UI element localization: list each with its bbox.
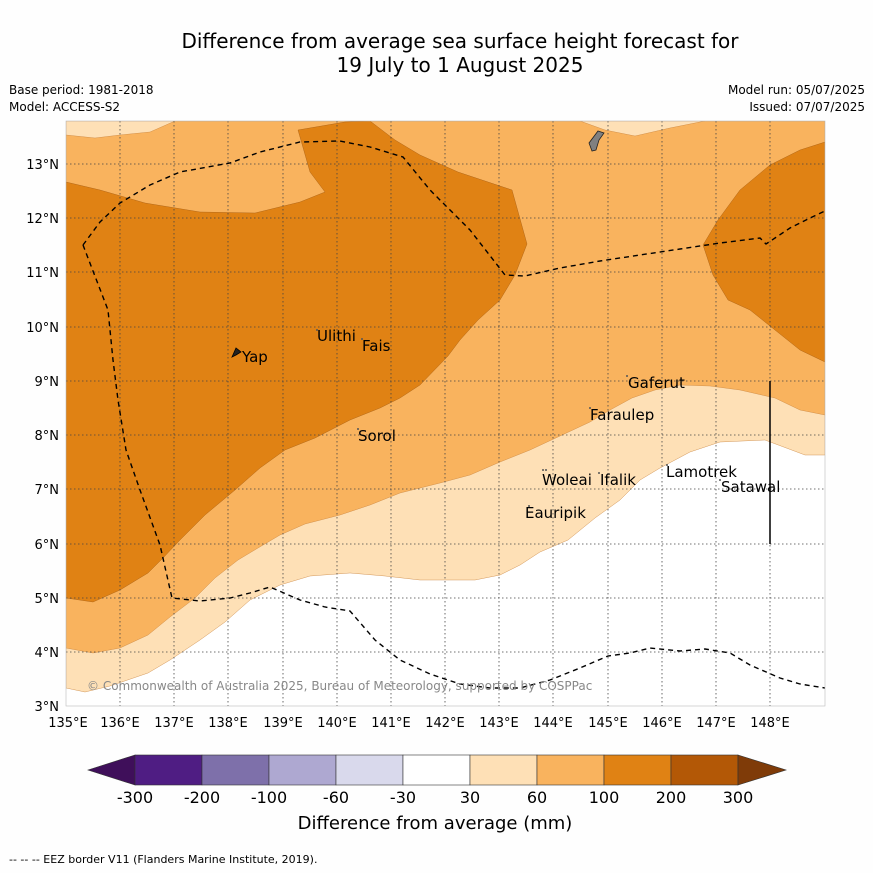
colorbar-segment xyxy=(134,754,203,786)
model-run: Model run: 05/07/2025 xyxy=(727,83,865,97)
label-fais: Fais xyxy=(362,337,391,355)
colorbar-tick: 30 xyxy=(459,788,481,807)
lon-tick: 139°E xyxy=(263,716,303,731)
label-ifalik: Ifalik xyxy=(600,471,636,489)
eez-border xyxy=(82,140,825,689)
label-yap: Yap xyxy=(241,348,268,366)
lon-tick: 135°E xyxy=(48,716,88,731)
lat-tick: 5°N xyxy=(35,592,60,607)
colorbar-tick: -60 xyxy=(322,788,350,807)
issued-date: Issued: 07/07/2025 xyxy=(749,100,865,114)
lon-tick: 144°E xyxy=(533,716,573,731)
colorbar-extend-low xyxy=(87,754,136,786)
label-faraulep: Faraulep xyxy=(590,406,654,424)
colorbar xyxy=(87,754,788,786)
lon-tick: 137°E xyxy=(154,716,194,731)
colorbar-segment xyxy=(670,754,739,786)
colorbar-segment xyxy=(603,754,672,786)
yap-island xyxy=(231,347,242,358)
graticule xyxy=(66,121,825,706)
colorbar-tick: 300 xyxy=(722,788,754,807)
lat-tick: 9°N xyxy=(35,375,60,390)
lat-tick: 12°N xyxy=(26,212,59,227)
lon-tick: 136°E xyxy=(100,716,140,731)
lon-tick: 143°E xyxy=(479,716,519,731)
colorbar-segment xyxy=(335,754,404,786)
colorbar-segment xyxy=(402,754,471,786)
lon-tick: 140°E xyxy=(317,716,357,731)
chart-title-line2: 19 July to 1 August 2025 xyxy=(336,53,584,77)
colorbar-segment xyxy=(469,754,538,786)
label-satawal: Satawal xyxy=(721,478,780,496)
base-period: Base period: 1981-2018 xyxy=(9,83,154,97)
copyright-notice: © Commonwealth of Australia 2025, Bureau… xyxy=(87,679,592,693)
lon-tick: 141°E xyxy=(371,716,411,731)
colorbar-title: Difference from average (mm) xyxy=(297,813,573,834)
colorbar-tick: 200 xyxy=(655,788,687,807)
colorbar-tick: 60 xyxy=(526,788,548,807)
label-sorol: Sorol xyxy=(358,427,396,445)
lat-tick: 11°N xyxy=(26,266,59,281)
colorbar-tick: -300 xyxy=(116,788,154,807)
lat-tick: 6°N xyxy=(35,538,60,553)
colorbar-tick: -100 xyxy=(250,788,288,807)
label-eauripik: Eauripik xyxy=(525,504,586,522)
band-30-60-top xyxy=(66,121,176,139)
atoll-dots xyxy=(316,329,721,507)
band-100-200-west xyxy=(66,121,528,603)
lat-tick: 7°N xyxy=(35,483,60,498)
map-fill xyxy=(66,121,825,706)
lon-tick: 138°E xyxy=(208,716,248,731)
lat-tick: 8°N xyxy=(35,429,60,444)
label-gaferut: Gaferut xyxy=(628,374,685,392)
lon-tick: 145°E xyxy=(588,716,628,731)
colorbar-segment xyxy=(201,754,270,786)
label-woleai: Woleai xyxy=(542,471,592,489)
lon-tick: 147°E xyxy=(696,716,736,731)
colorbar-extend-high xyxy=(737,754,788,786)
colorbar-tick: -200 xyxy=(183,788,221,807)
lat-tick: 10°N xyxy=(26,321,59,336)
lon-tick: 148°E xyxy=(750,716,790,731)
model-name: Model: ACCESS-S2 xyxy=(9,100,121,114)
eez-footnote: -- -- -- EEZ border V11 (Flanders Marine… xyxy=(9,853,318,866)
label-lamotrek: Lamotrek xyxy=(666,463,737,481)
colorbar-tick: 100 xyxy=(588,788,620,807)
lat-tick: 4°N xyxy=(35,646,60,661)
chart-title-line1: Difference from average sea surface heig… xyxy=(181,29,739,53)
colorbar-segment xyxy=(536,754,605,786)
lat-tick: 13°N xyxy=(26,158,59,173)
band-30-60-top-right xyxy=(579,121,706,137)
lat-tick: 3°N xyxy=(35,700,60,715)
colorbar-tick: -30 xyxy=(389,788,417,807)
guam-island xyxy=(588,130,605,152)
label-ulithi: Ulithi xyxy=(317,327,356,345)
lon-tick: 142°E xyxy=(425,716,465,731)
lon-tick: 146°E xyxy=(642,716,682,731)
colorbar-segment xyxy=(268,754,337,786)
